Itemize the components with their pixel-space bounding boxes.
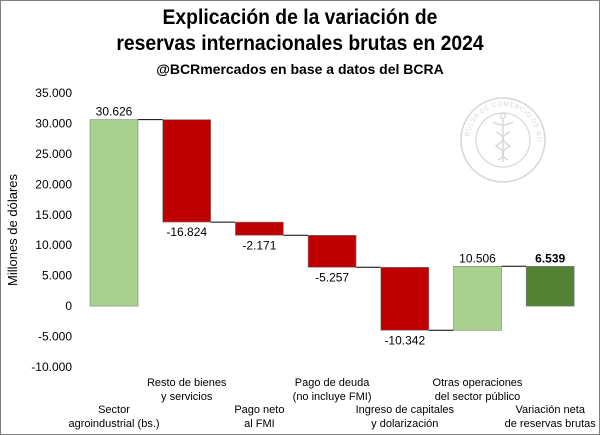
bar-decrease [380,267,430,331]
bar-increase [89,119,139,307]
y-tick-label: 0 [65,299,72,313]
x-tick-label: Ingreso de capitales [356,404,455,416]
y-tick-label: 10.000 [35,238,72,252]
bar-value-label: -5.257 [315,270,349,284]
bcr-seal-watermark: BOLSA DE COMERCIO DE ROSARIO [0,0,546,183]
y-tick-label: -10.000 [31,360,72,374]
bar-value-label: -16.824 [166,225,207,239]
y-tick-label: 30.000 [35,116,72,130]
x-tick-label: Sector [98,404,130,416]
y-tick-label: 35.000 [35,86,72,100]
seal-outer-ring [460,97,546,183]
x-tick-label: Pago de deuda [295,377,371,389]
x-tick-label: de reservas brutas [505,418,597,430]
x-tick-label: Variación neta [515,404,585,416]
x-tick-label: Pago neto [234,404,284,416]
x-tick-label: (no incluye FMI) [293,391,372,403]
y-axis: 35.000 30.000 25.000 20.000 15.000 10.000 5.00… [31,86,72,374]
x-tick-label: agroindustrial (bs.) [68,418,159,430]
x-tick-label: y dolarización [371,418,438,430]
chart-subtitle: @BCRmercados en base a datos del BCRA [156,61,444,77]
bar-value-label: -2.171 [242,238,276,252]
seal-lettering: BOLSA DE COMERCIO DE ROSARIO [0,0,542,143]
caduceus-icon [492,112,514,162]
x-axis-labels: Sector agroindustrial (bs.) Resto de biene… [68,377,596,430]
x-tick-label: y servicios [161,391,213,403]
y-axis-label: Millones de dólares [5,174,20,287]
x-tick-label: del sector público [435,391,521,403]
bar-value-label: -10.342 [384,333,425,347]
x-tick-label: Otras operaciones [433,377,523,389]
bar-value-label: 10.506 [459,251,496,265]
y-tick-label: 5.000 [42,269,72,283]
chart-title-line-2: reservas internacionales brutas en 2024 [116,32,484,55]
y-tick-label: 25.000 [35,147,72,161]
y-tick-label: -5.000 [38,330,72,344]
connector-lines [138,119,527,331]
x-tick-label: al FMI [244,418,275,430]
chart-header: Explicación de la variación de reservas … [0,5,600,79]
bar-increase [453,266,502,331]
bar-decrease [162,119,211,223]
bar-value-label: 30.626 [96,105,133,119]
bars [89,119,575,331]
chart-title-line-1: Explicación de la variación de [162,6,438,29]
y-tick-label: 20.000 [35,177,72,191]
bar-value-label: 6.539 [535,251,565,265]
bar-decrease [235,221,284,236]
y-tick-label: 15.000 [35,208,72,222]
data-labels: 30.626 -16.824 -2.171 -5.257 -10.342 10.506 6.… [96,105,566,348]
bar-decrease [307,234,357,268]
bar-total [525,265,575,307]
x-tick-label: Resto de bienes [147,377,227,389]
